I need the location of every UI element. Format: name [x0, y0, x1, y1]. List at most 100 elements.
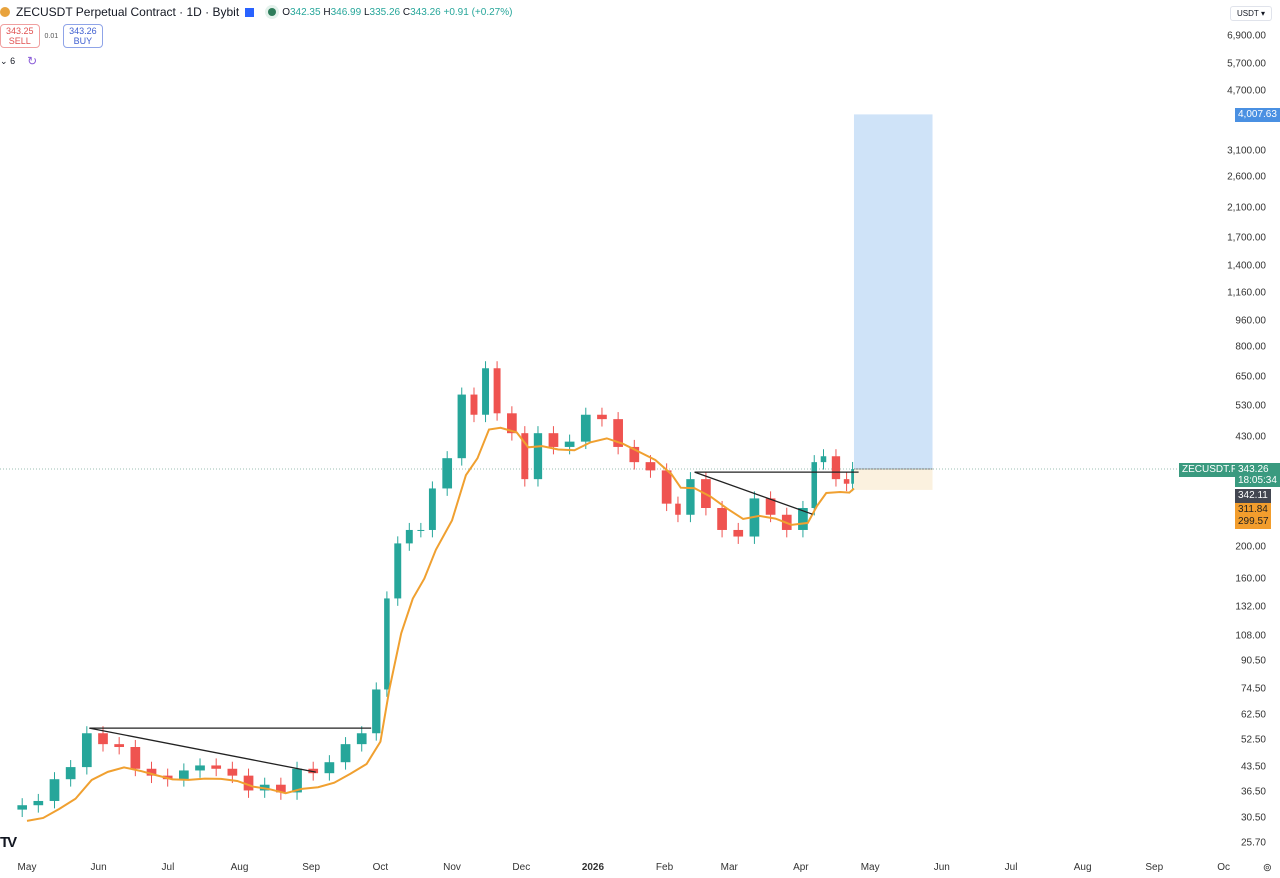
candle	[798, 507, 808, 530]
candle	[717, 507, 727, 530]
symbol-tag: ZECUSDT.P	[1179, 463, 1241, 477]
price-tick-label: 960.00	[1235, 315, 1266, 327]
candle	[17, 805, 27, 810]
time-tick-label: Jun	[933, 862, 950, 873]
time-tick-label: Jun	[90, 862, 107, 873]
candle	[130, 747, 141, 769]
price-tick-label: 90.50	[1240, 655, 1266, 667]
price-tick-label: 650.00	[1235, 371, 1266, 383]
price-tick-label: 25.70	[1240, 837, 1266, 849]
candle	[733, 529, 744, 537]
candle	[548, 433, 559, 447]
candle	[851, 469, 854, 484]
candle	[507, 413, 517, 434]
candle	[686, 479, 695, 515]
price-tick-label: 30.50	[1240, 812, 1266, 824]
price-tick-label: 2,600.00	[1227, 171, 1266, 183]
candle	[356, 733, 367, 745]
moving-average-line	[26, 426, 855, 822]
time-tick-label: Nov	[443, 862, 461, 873]
time-tick-label: Oc	[1217, 862, 1230, 873]
price-tick-label: 430.00	[1235, 431, 1266, 442]
candle	[417, 529, 425, 531]
price-tick-label: 160.00	[1235, 573, 1266, 585]
spread-value: 0.01	[44, 32, 59, 40]
time-tick-label: Dec	[512, 862, 531, 873]
candle	[324, 762, 335, 774]
ohlc-values: O342.35 H346.99 L335.26 C343.26 +0.91 (+…	[282, 6, 513, 18]
time-tick-label: Aug	[230, 862, 249, 873]
candle	[146, 768, 157, 776]
candle	[457, 394, 466, 459]
candle	[428, 488, 436, 530]
candle	[292, 768, 302, 793]
symbol-title[interactable]: ZECUSDT Perpetual Contract · 1D · Bybit	[16, 5, 240, 19]
candle	[811, 462, 818, 508]
chevron-down-icon: ⌄	[0, 55, 8, 66]
candle	[820, 456, 827, 463]
candle	[211, 765, 222, 769]
market-status-icon	[268, 8, 277, 16]
sell-button[interactable]: 343.25 SELL	[0, 24, 40, 48]
candle	[81, 733, 92, 768]
indicators-toggle[interactable]: ⌄ 6 ↻	[0, 54, 38, 68]
candle	[178, 770, 189, 780]
candle	[597, 414, 607, 420]
time-tick-label: Mar	[720, 862, 738, 873]
buy-button[interactable]: 343.26 BUY	[63, 24, 103, 48]
candle	[49, 779, 60, 801]
candle	[308, 768, 319, 774]
candle	[442, 458, 453, 489]
candle	[645, 462, 656, 471]
price-tick-label: 43.50	[1240, 761, 1266, 773]
candle	[580, 414, 591, 442]
price-tick-label: 62.50	[1240, 709, 1266, 721]
price-tick-label: 4,700.00	[1227, 85, 1266, 97]
price-tick-label: 800.00	[1235, 341, 1266, 353]
candle	[843, 479, 850, 484]
candle	[831, 456, 841, 480]
price-tick-label: 1,700.00	[1227, 232, 1266, 244]
price-tick-label: 1,400.00	[1227, 260, 1266, 272]
price-tick-label: 5,700.00	[1227, 58, 1266, 70]
time-tick-label: 2026	[581, 862, 605, 873]
candle	[65, 767, 76, 780]
candle	[521, 433, 529, 480]
flag-icon[interactable]	[245, 7, 255, 17]
price-tick-label: 52.50	[1240, 734, 1266, 746]
trendline	[694, 471, 813, 515]
candle	[195, 765, 205, 771]
candle	[114, 744, 125, 748]
time-tick-label: May	[860, 862, 880, 873]
target-price-tag: 4,007.63	[1235, 108, 1280, 122]
trade-panel: 343.25 SELL 0.01 343.26 BUY	[0, 24, 103, 48]
currency-select[interactable]: USDT ▾	[1230, 6, 1272, 21]
candle	[564, 441, 575, 447]
candle	[372, 689, 381, 734]
price-tick-label: 2,100.00	[1227, 202, 1266, 214]
price-tick-label: 3,100.00	[1227, 145, 1266, 157]
price-tick-label: 132.00	[1235, 601, 1266, 613]
price-tick-label: 108.00	[1235, 630, 1266, 642]
chevron-down-icon: ▾	[1260, 9, 1265, 18]
candle	[394, 543, 402, 599]
candle	[276, 784, 286, 793]
tradingview-logo[interactable]: TV	[0, 834, 17, 851]
candle	[661, 470, 672, 504]
refresh-icon[interactable]: ↻	[27, 54, 38, 68]
time-tick-label: Jul	[161, 862, 175, 873]
target-zone	[853, 114, 933, 470]
prev-close-tag: 342.11	[1235, 489, 1271, 503]
time-tick-label: Apr	[793, 862, 809, 873]
settings-icon[interactable]: ⊚	[1262, 862, 1272, 874]
candle	[493, 368, 501, 414]
price-tick-label: 200.00	[1235, 541, 1266, 553]
candle	[675, 503, 681, 515]
ma-tags: 311.84 299.57	[1235, 503, 1271, 529]
candle	[340, 744, 351, 763]
candle	[629, 446, 640, 463]
candle	[33, 800, 44, 806]
candle	[243, 775, 254, 791]
price-tick-label: 1,160.00	[1227, 287, 1266, 299]
